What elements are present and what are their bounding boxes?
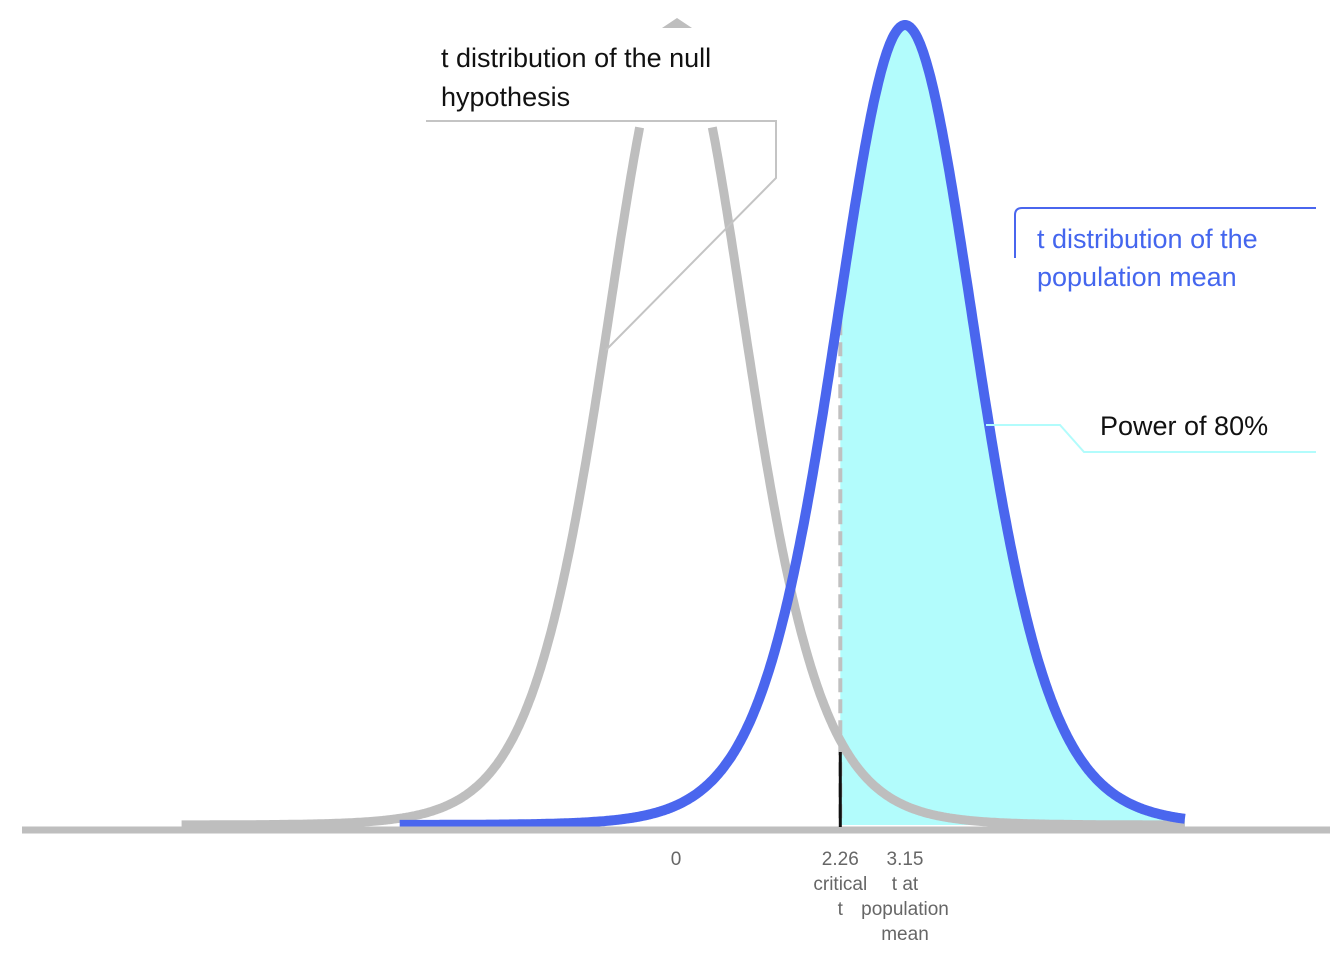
tick-label-2-line-0: 3.15 xyxy=(887,849,924,870)
tick-label-2-line-2: population xyxy=(861,899,949,920)
null-label-line-1: t distribution of the null xyxy=(441,43,711,73)
power-annotation: Power of 80% xyxy=(986,411,1316,453)
population-callout-bracket xyxy=(1014,207,1316,258)
null-callout-connector xyxy=(426,120,777,351)
tick-label-2-line-1: t at xyxy=(892,874,919,895)
tick-label-1-line-0: 2.26 xyxy=(822,849,859,870)
population-label-line-2: population mean xyxy=(1037,262,1237,292)
x-axis-tick-labels: 0 2.26 critical t 3.15 t at population mean xyxy=(671,849,949,945)
power-area xyxy=(840,25,1185,825)
population-annotation: t distribution of the population mean xyxy=(1014,207,1316,292)
null-label-line-2: hypothesis xyxy=(441,82,570,112)
null-callout-arrow xyxy=(662,18,692,28)
population-distribution-curve xyxy=(396,20,1189,830)
tick-label-2-line-3: mean xyxy=(881,924,929,945)
tick-label-1-line-1: critical xyxy=(813,874,867,895)
tick-label-1-line-2: t xyxy=(838,899,844,920)
tick-label-0-line-0: 0 xyxy=(671,849,682,870)
power-callout-connector xyxy=(986,424,1316,453)
population-label-line-1: t distribution of the xyxy=(1037,224,1258,254)
power-label: Power of 80% xyxy=(1100,411,1268,441)
null-annotation: t distribution of the null hypothesis xyxy=(426,18,777,351)
